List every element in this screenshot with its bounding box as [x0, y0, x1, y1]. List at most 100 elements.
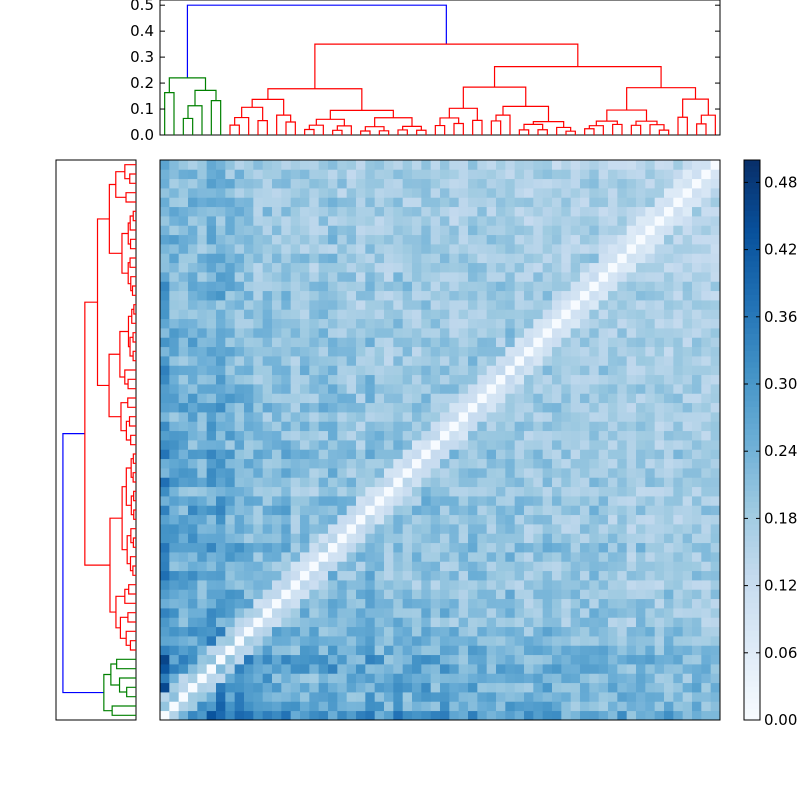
heatmap-cell	[617, 412, 628, 422]
heatmap-cell	[412, 197, 422, 208]
heatmap-cell	[505, 533, 516, 544]
heatmap-cell	[300, 710, 310, 721]
heatmap-cell	[234, 374, 245, 385]
heatmap-cell	[160, 374, 170, 385]
heatmap-cell	[524, 393, 534, 404]
dendrogram-link	[556, 126, 572, 135]
heatmap-cell	[430, 272, 441, 282]
heatmap-cell	[402, 496, 413, 506]
dendrogram-link	[210, 100, 222, 135]
heatmap-cell	[281, 272, 292, 282]
heatmap-cell	[253, 636, 264, 646]
heatmap-cell	[561, 309, 572, 320]
heatmap-cell	[244, 552, 254, 562]
heatmap-cell	[206, 654, 217, 665]
heatmap-cell	[234, 346, 245, 357]
heatmap-cell	[216, 468, 226, 478]
heatmap-cell	[589, 682, 600, 693]
heatmap-cell	[477, 701, 488, 712]
heatmap-cell	[654, 234, 665, 245]
heatmap-cell	[272, 524, 282, 534]
colorbar-tick-label: 0.06	[764, 644, 797, 662]
heatmap-cell	[206, 636, 217, 646]
heatmap-cell	[533, 430, 544, 441]
heatmap-cell	[673, 636, 684, 646]
heatmap-cell	[598, 309, 609, 320]
heatmap-cell	[477, 533, 488, 544]
heatmap-cell	[290, 636, 301, 646]
heatmap-cell	[393, 468, 404, 478]
heatmap-cell	[412, 486, 422, 497]
heatmap-cell	[477, 318, 488, 329]
heatmap-cell	[477, 477, 488, 488]
heatmap-cell	[272, 561, 282, 572]
heatmap-cell	[206, 570, 217, 581]
heatmap-cell	[449, 552, 460, 562]
heatmap-cell	[496, 421, 506, 432]
heatmap-cell	[160, 645, 170, 656]
heatmap-cell	[216, 589, 226, 600]
heatmap-cell	[561, 496, 572, 506]
dendrogram-link	[128, 584, 136, 595]
heatmap-cell	[570, 365, 581, 376]
heatmap-cell	[440, 197, 450, 208]
heatmap-cell	[281, 580, 292, 590]
top-axis-tick-label: 0.4	[130, 22, 154, 40]
heatmap-cell	[542, 458, 553, 469]
heatmap-cell	[412, 206, 422, 217]
heatmap-cell	[626, 533, 637, 544]
heatmap-cell	[328, 524, 338, 534]
heatmap-cell	[262, 589, 273, 600]
heatmap-cell	[393, 598, 404, 609]
heatmap-cell	[645, 692, 656, 702]
heatmap-cell	[654, 262, 665, 273]
heatmap-cell	[682, 486, 693, 497]
heatmap-cell	[318, 626, 329, 637]
heatmap-cell	[384, 552, 394, 562]
heatmap-cell	[468, 281, 478, 292]
heatmap-cell	[701, 412, 712, 422]
colorbar-segment	[744, 384, 760, 391]
heatmap-cell	[216, 225, 226, 236]
heatmap-cell	[496, 701, 506, 712]
heatmap-cell	[178, 589, 189, 600]
heatmap-cell	[272, 617, 282, 628]
heatmap-cell	[328, 654, 338, 665]
heatmap-cell	[570, 561, 581, 572]
heatmap-cell	[365, 673, 376, 684]
heatmap-cell	[309, 664, 320, 674]
heatmap-cell	[654, 654, 665, 665]
heatmap-cell	[421, 477, 432, 488]
heatmap-cell	[598, 234, 609, 245]
heatmap-cell	[178, 216, 189, 226]
heatmap-cell	[281, 570, 292, 581]
heatmap-cell	[393, 570, 404, 581]
heatmap-cell	[346, 272, 357, 282]
heatmap-cell	[701, 178, 712, 189]
heatmap-cell	[197, 533, 208, 544]
heatmap-cell	[234, 617, 245, 628]
heatmap-cell	[580, 552, 590, 562]
heatmap-cell	[281, 589, 292, 600]
heatmap-cell	[486, 533, 497, 544]
heatmap-cell	[160, 225, 170, 236]
colorbar-segment	[744, 350, 760, 357]
heatmap-cell	[664, 477, 674, 488]
heatmap-cell	[262, 290, 273, 301]
dendrogram-link	[397, 129, 408, 135]
heatmap-cell	[486, 337, 497, 348]
heatmap-cell	[356, 430, 366, 441]
heatmap-cell	[346, 692, 357, 702]
heatmap-cell	[337, 654, 348, 665]
heatmap-cell	[636, 505, 646, 516]
heatmap-cell	[654, 384, 665, 394]
heatmap-cell	[542, 337, 553, 348]
heatmap-cell	[272, 178, 282, 189]
heatmap-cell	[561, 374, 572, 385]
heatmap-cell	[552, 262, 562, 273]
heatmap-cell	[673, 216, 684, 226]
heatmap-cell	[598, 253, 609, 264]
heatmap-cell	[449, 328, 460, 338]
heatmap-cell	[178, 692, 189, 702]
heatmap-cell	[654, 636, 665, 646]
